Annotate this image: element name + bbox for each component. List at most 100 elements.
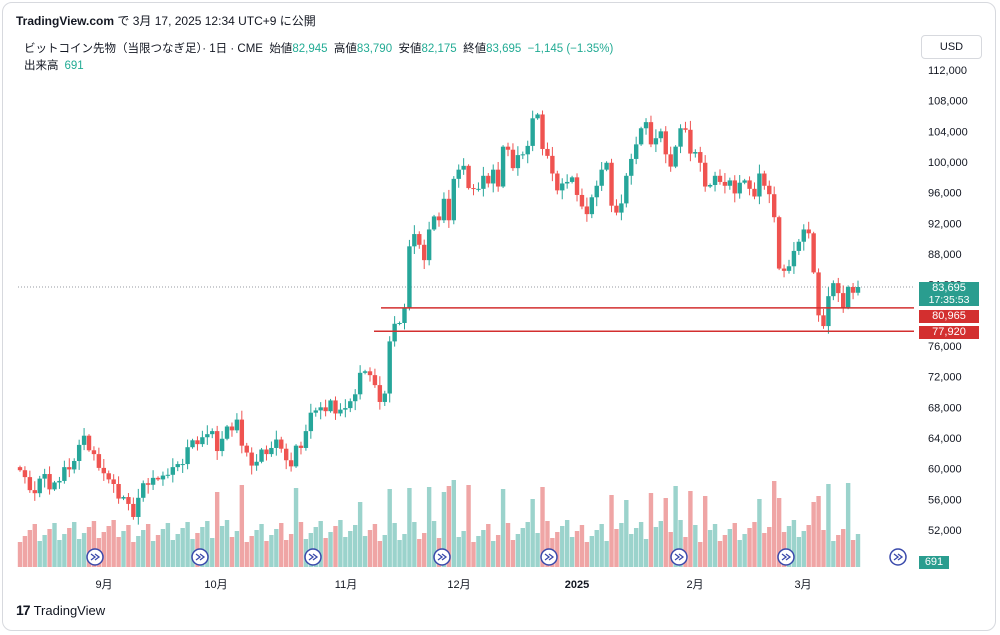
volume-bar: [362, 536, 368, 567]
candle-body: [491, 169, 496, 184]
candle-body: [831, 283, 836, 297]
volume-bar: [678, 520, 683, 567]
event-marker-arrow-icon: [544, 553, 555, 561]
candle-body: [219, 438, 225, 452]
candle-body: [530, 118, 535, 146]
candle-body: [279, 439, 284, 449]
candle-body: [259, 449, 264, 462]
candle-body: [145, 483, 151, 485]
volume-bar: [106, 526, 111, 567]
candle-body: [481, 175, 486, 189]
symbol-title[interactable]: ビットコイン先物（当限つなぎ足）· 1日 · CME: [24, 43, 263, 55]
y-tick-label: 68,000: [928, 402, 962, 414]
volume-bar: [372, 524, 378, 567]
close-label: 終値: [463, 43, 487, 55]
candle-body: [476, 188, 481, 190]
candle-body: [569, 177, 575, 182]
candle-body: [254, 461, 259, 466]
volume-bar: [648, 493, 654, 567]
volume-bar: [407, 488, 412, 567]
candle-body: [57, 480, 62, 483]
candle-body: [466, 165, 471, 189]
candle-body: [648, 122, 654, 145]
volume-bar: [121, 531, 126, 567]
x-tick-label: 10月: [204, 579, 227, 591]
candle-body: [269, 447, 274, 455]
candle-body: [461, 165, 466, 170]
y-tick-label: 76,000: [928, 341, 962, 353]
candle-body: [72, 461, 77, 470]
candle-body: [249, 452, 254, 466]
candle-body: [702, 162, 708, 187]
candle-body: [638, 128, 644, 145]
volume-bar: [599, 524, 604, 567]
volume-bar: [22, 536, 28, 567]
candle-body: [510, 149, 516, 169]
candle-body: [707, 185, 713, 187]
candle-body: [574, 177, 580, 195]
volume-bar: [254, 530, 259, 567]
volume-bar: [224, 520, 230, 567]
volume-bar: [338, 520, 343, 567]
candle-body: [767, 185, 772, 195]
candle-body: [609, 162, 614, 206]
volume-bar: [451, 480, 456, 567]
candle-body: [412, 234, 417, 247]
volume-bar: [288, 534, 294, 567]
candle-body: [214, 431, 220, 452]
volume-bar: [658, 521, 664, 567]
open-value: 82,945: [292, 43, 328, 55]
candle-body: [712, 175, 718, 185]
candle-body: [486, 175, 491, 184]
candle-body: [678, 128, 683, 147]
candle-body: [737, 182, 742, 194]
volume-bar: [836, 535, 841, 567]
candle-body: [624, 175, 629, 204]
candle-body: [629, 158, 634, 176]
volume-bar: [624, 500, 629, 567]
candle-body: [555, 173, 560, 191]
volume-bar: [17, 542, 23, 567]
candle-body: [742, 180, 747, 183]
y-tick-label: 60,000: [928, 464, 962, 476]
x-tick-label: 12月: [447, 579, 470, 591]
volume-bar: [456, 537, 461, 567]
candle-body: [426, 229, 432, 261]
volume-bar: [377, 541, 383, 567]
candle-body: [318, 407, 323, 411]
volume-bar: [57, 540, 62, 567]
y-tick-label: 112,000: [928, 65, 967, 77]
volume-bar: [244, 542, 249, 567]
volume-bar: [614, 529, 619, 567]
candle-body: [353, 394, 358, 402]
volume-bar: [727, 529, 733, 567]
candle-body: [160, 475, 166, 480]
candle-body: [17, 467, 23, 471]
candle-body: [116, 484, 121, 499]
x-tick-label: 3月: [794, 579, 811, 591]
volume-bar: [392, 523, 397, 567]
volume-bar: [850, 540, 856, 567]
volume-bar: [564, 520, 570, 567]
candle-body: [417, 234, 422, 245]
volume-bar: [688, 491, 693, 567]
candle-body: [663, 131, 668, 155]
volume-bar: [510, 540, 516, 567]
candle-body: [150, 477, 156, 485]
candle-body: [545, 148, 550, 156]
candle-body: [619, 203, 624, 213]
publisher-name[interactable]: TradingView.com: [16, 14, 115, 28]
footer-brand[interactable]: 17 TradingView: [16, 602, 105, 618]
volume-bar: [219, 526, 225, 567]
volume-bar: [274, 529, 279, 567]
volume-bar: [47, 529, 52, 567]
volume-bar: [638, 522, 644, 567]
candle-body: [185, 447, 190, 465]
candle-body: [313, 410, 318, 413]
candle-body: [121, 497, 126, 499]
currency-button[interactable]: USD: [921, 35, 982, 59]
candle-body: [845, 286, 851, 308]
volume-bar: [76, 539, 82, 567]
